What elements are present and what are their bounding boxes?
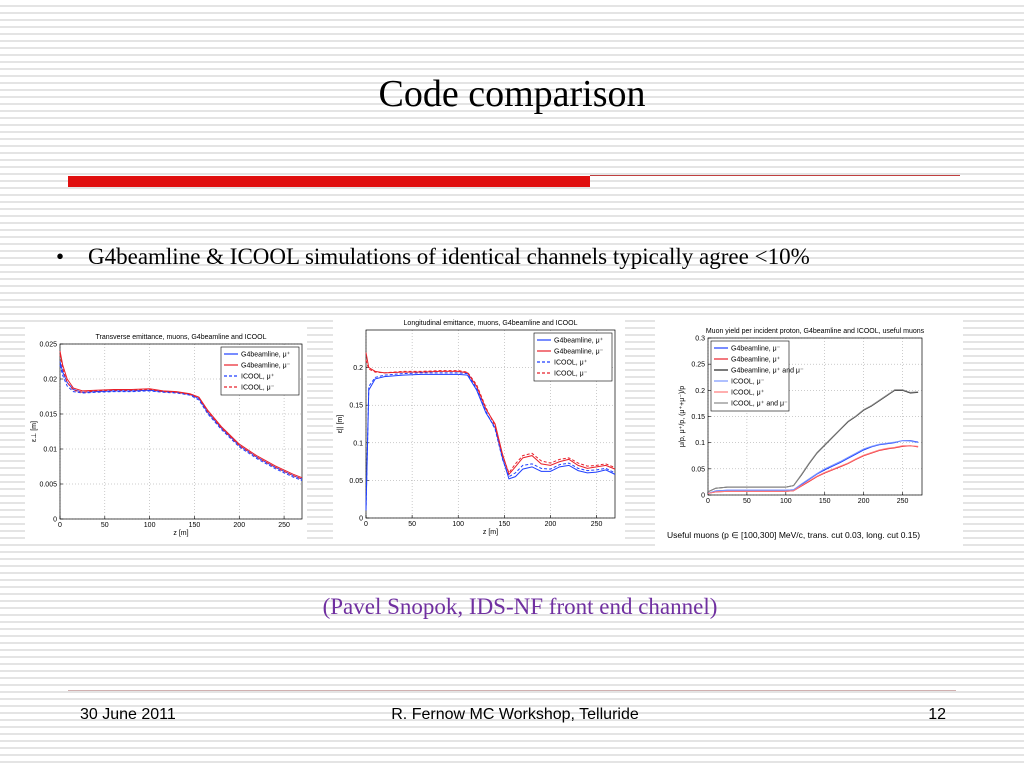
y-tick-label: 0.025 bbox=[39, 342, 57, 349]
legend-label: ICOOL, μ⁺ and μ⁻ bbox=[731, 401, 788, 408]
y-tick-label: 0 bbox=[701, 493, 705, 500]
bullet: • G4beamline & ICOOL simulations of ident… bbox=[56, 244, 810, 270]
legend-label: ICOOL, μ⁺ bbox=[241, 374, 275, 381]
y-tick-label: 0.25 bbox=[691, 362, 705, 369]
series-line bbox=[707, 445, 919, 494]
footer-page: 12 bbox=[928, 706, 946, 723]
x-tick-label: 150 bbox=[819, 498, 831, 505]
x-tick-label: 50 bbox=[408, 521, 416, 528]
footer-center: R. Fernow MC Workshop, Telluride bbox=[391, 706, 639, 723]
y-tick-label: 0.01 bbox=[43, 447, 57, 454]
x-tick-label: 0 bbox=[706, 498, 710, 505]
bullet-dot: • bbox=[56, 244, 65, 269]
legend-label: G4beamline, μ⁺ and μ⁻ bbox=[731, 368, 804, 375]
x-tick-label: 100 bbox=[144, 522, 156, 529]
x-tick-label: 100 bbox=[452, 521, 464, 528]
y-axis-label: ε⊥ [m] bbox=[31, 421, 38, 442]
plot-border bbox=[59, 343, 303, 520]
y-tick-label: 0.2 bbox=[695, 388, 705, 395]
y-tick-label: 0.05 bbox=[349, 478, 363, 485]
x-tick-label: 50 bbox=[743, 498, 751, 505]
x-tick-label: 200 bbox=[858, 498, 870, 505]
x-tick-label: 250 bbox=[897, 498, 909, 505]
legend-label: G4beamline, μ⁻ bbox=[241, 363, 291, 370]
series-line bbox=[365, 352, 616, 476]
y-tick-label: 0.2 bbox=[353, 365, 363, 372]
legend-label: G4beamline, μ⁻ bbox=[731, 346, 781, 353]
footer-date: 30 June 2011 bbox=[80, 706, 176, 723]
x-tick-label: 0 bbox=[364, 521, 368, 528]
y-tick-label: 0.05 bbox=[691, 466, 705, 473]
legend-label: G4beamline, μ⁻ bbox=[554, 349, 604, 356]
legend-label: ICOOL, μ⁺ bbox=[731, 390, 765, 397]
legend-label: G4beamline, μ⁺ bbox=[241, 352, 291, 359]
chart-title: Transverse emittance, muons, G4beamline … bbox=[96, 334, 267, 341]
series-line bbox=[707, 389, 919, 493]
x-tick-label: 200 bbox=[233, 522, 245, 529]
plot-border bbox=[365, 329, 616, 519]
caption: (Pavel Snopok, IDS-NF front end channel) bbox=[322, 594, 718, 619]
y-tick-label: 0.1 bbox=[353, 440, 363, 447]
x-tick-label: 200 bbox=[545, 521, 557, 528]
y-axis-label: ε|| [m] bbox=[337, 415, 344, 433]
x-tick-label: 50 bbox=[101, 522, 109, 529]
y-axis-label: μ/p, μ⁺/p, (μ⁺+μ⁻)/p bbox=[679, 386, 686, 447]
legend-label: ICOOL, μ⁻ bbox=[731, 379, 765, 386]
y-tick-label: 0.02 bbox=[43, 377, 57, 384]
x-tick-label: 250 bbox=[278, 522, 290, 529]
x-tick-label: 150 bbox=[498, 521, 510, 528]
legend-label: G4beamline, μ⁺ bbox=[731, 357, 781, 364]
x-tick-label: 100 bbox=[780, 498, 792, 505]
legend-label: ICOOL, μ⁻ bbox=[241, 385, 275, 392]
x-axis-label: z [m] bbox=[173, 530, 188, 537]
series-line bbox=[707, 440, 919, 494]
title-bar bbox=[68, 176, 590, 187]
series-line bbox=[59, 350, 303, 479]
series-line bbox=[59, 354, 303, 480]
y-tick-label: 0.3 bbox=[695, 336, 705, 343]
y-tick-label: 0 bbox=[359, 516, 363, 523]
plot-border bbox=[707, 337, 923, 496]
x-tick-label: 150 bbox=[189, 522, 201, 529]
chart-note: Useful muons (p ∈ [100,300] MeV/c, trans… bbox=[667, 530, 920, 540]
chart-title: Longitudinal emittance, muons, G4beamlin… bbox=[404, 320, 578, 327]
x-tick-label: 250 bbox=[591, 521, 603, 528]
title-rule bbox=[590, 175, 960, 176]
legend-label: G4beamline, μ⁺ bbox=[554, 338, 604, 345]
y-tick-label: 0.1 bbox=[695, 440, 705, 447]
y-tick-label: 0 bbox=[53, 517, 57, 524]
series-line bbox=[59, 364, 303, 481]
y-tick-label: 0.005 bbox=[39, 482, 57, 489]
x-axis-label: z [m] bbox=[483, 529, 498, 536]
legend-label: ICOOL, μ⁺ bbox=[554, 360, 588, 367]
x-tick-label: 0 bbox=[58, 522, 62, 529]
bullet-text: G4beamline & ICOOL simulations of identi… bbox=[88, 244, 810, 269]
chart-title: Muon yield per incident proton, G4beamli… bbox=[706, 328, 925, 335]
y-tick-label: 0.15 bbox=[691, 414, 705, 421]
series-line bbox=[365, 359, 616, 474]
slide-title: Code comparison bbox=[378, 73, 646, 115]
legend-box bbox=[710, 340, 790, 412]
series-line bbox=[365, 372, 616, 511]
y-tick-label: 0.015 bbox=[39, 412, 57, 419]
y-tick-label: 0.15 bbox=[349, 403, 363, 410]
footer-rule bbox=[68, 690, 956, 691]
legend-label: ICOOL, μ⁻ bbox=[554, 371, 588, 378]
